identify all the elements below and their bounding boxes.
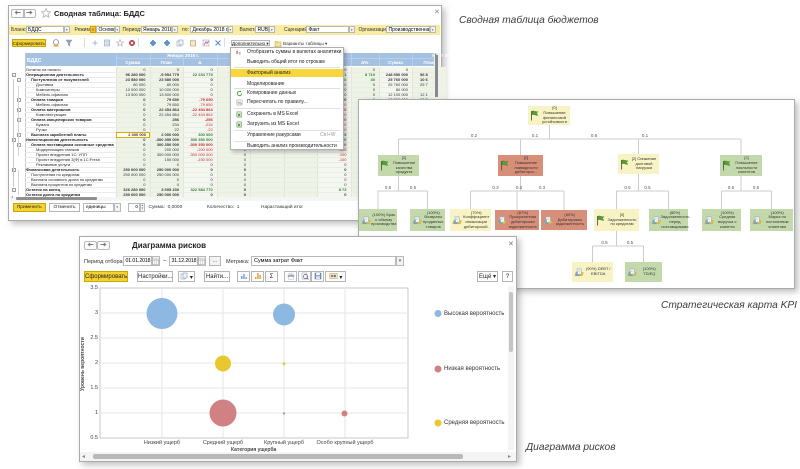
svg-text:%: % <box>238 100 242 105</box>
svg-text:c: c <box>239 51 242 55</box>
